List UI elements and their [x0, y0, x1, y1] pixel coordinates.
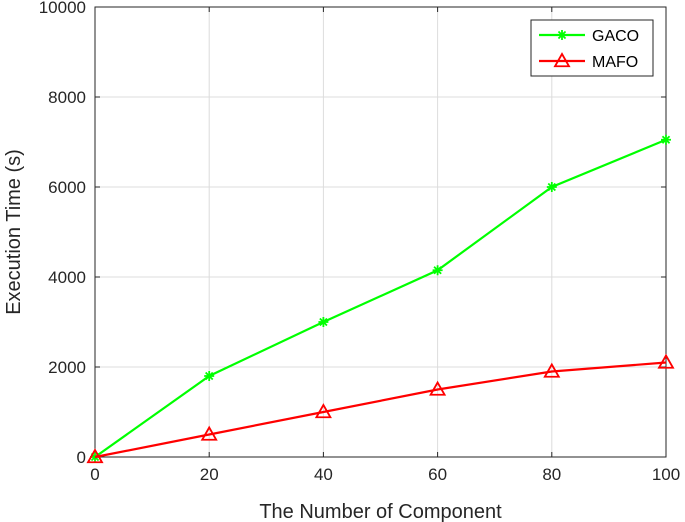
- axis-ticks: 0 20 40 60 80 100 0 2000 4000 6000 8000 10000: [39, 0, 680, 484]
- x-axis-label: The Number of Component: [259, 501, 502, 522]
- y-tick-label: 4000: [48, 268, 86, 287]
- asterisk-stroke: [661, 135, 671, 144]
- legend-label: MAFO: [592, 54, 638, 71]
- data-point-asterisk: [557, 30, 567, 40]
- series-mafo: [86, 353, 675, 464]
- data-point-asterisk: [204, 371, 215, 381]
- asterisk-stroke: [205, 371, 214, 381]
- series-lines: [86, 134, 675, 464]
- y-tick-label: 0: [77, 448, 86, 467]
- data-point-triangle: [314, 403, 332, 419]
- y-tick-label: 8000: [48, 88, 86, 107]
- x-tick-label: 40: [314, 465, 333, 484]
- series-line: [94, 361, 667, 459]
- asterisk-stroke: [433, 266, 442, 275]
- plot-area-frame: [94, 6, 667, 458]
- data-point-triangle: [553, 52, 571, 68]
- data-point-triangle: [86, 448, 104, 464]
- data-point-triangle: [543, 362, 561, 378]
- legend: GACO MAFO: [530, 19, 654, 77]
- data-point-triangle: [200, 425, 218, 441]
- legend-entry-mafo: MAFO: [539, 52, 638, 71]
- legend-label: GACO: [592, 28, 639, 45]
- data-point-asterisk: [661, 134, 671, 145]
- y-tick-label: 2000: [48, 358, 86, 377]
- legend-box: [530, 19, 654, 77]
- y-tick-label: 6000: [48, 178, 86, 197]
- y-axis-label: Execution Time (s): [3, 149, 25, 315]
- asterisk-stroke: [557, 30, 567, 40]
- data-point-asterisk: [546, 182, 557, 192]
- x-tick-label: 0: [90, 465, 99, 484]
- x-tick-label: 80: [542, 465, 561, 484]
- data-point-triangle: [657, 353, 675, 369]
- asterisk-stroke: [547, 182, 556, 192]
- x-tick-label: 20: [200, 465, 219, 484]
- data-point-asterisk: [432, 265, 443, 276]
- y-tick-label: 10000: [39, 0, 86, 17]
- data-point-triangle: [429, 380, 447, 396]
- x-tick-label: 100: [652, 465, 680, 484]
- series-line: [94, 138, 667, 458]
- x-tick-label: 60: [428, 465, 447, 484]
- data-point-asterisk: [318, 317, 329, 327]
- series-gaco: [90, 134, 671, 462]
- legend-entry-gaco: GACO: [539, 28, 639, 45]
- asterisk-stroke: [319, 317, 328, 327]
